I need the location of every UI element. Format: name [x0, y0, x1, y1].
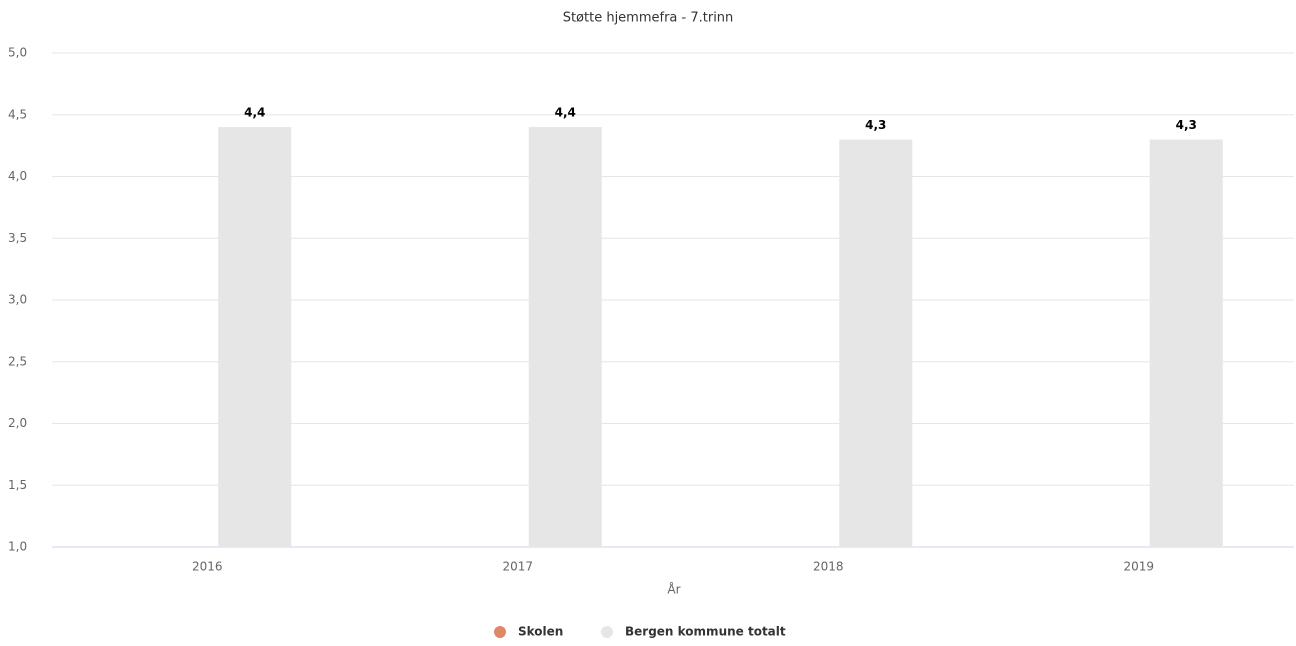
x-axis-label: År — [667, 582, 680, 597]
y-tick-label: 4,5 — [8, 107, 27, 121]
x-tick-label: 2017 — [502, 560, 533, 574]
legend-label: Skolen — [518, 625, 563, 639]
y-tick-label: 1,5 — [8, 478, 27, 492]
data-label: 4,3 — [1176, 118, 1197, 132]
bar — [528, 127, 602, 547]
legend-marker — [494, 626, 506, 638]
y-tick-label: 2,0 — [8, 416, 27, 430]
y-tick-label: 3,0 — [8, 293, 27, 307]
y-tick-label: 5,0 — [8, 46, 27, 60]
legend-marker — [601, 626, 613, 638]
data-label: 4,3 — [865, 118, 886, 132]
y-tick-label: 4,0 — [8, 169, 27, 183]
y-tick-label: 1,0 — [8, 540, 27, 554]
bar — [839, 139, 913, 547]
y-tick-label: 2,5 — [8, 354, 27, 368]
data-label: 4,4 — [244, 106, 265, 120]
bar — [1149, 139, 1223, 547]
y-tick-label: 3,5 — [8, 231, 27, 245]
legend-label: Bergen kommune totalt — [625, 625, 786, 639]
data-label: 4,4 — [555, 106, 576, 120]
x-tick-label: 2019 — [1123, 560, 1154, 574]
chart-title: Støtte hjemmefra - 7.trinn — [563, 11, 734, 26]
bar — [218, 127, 292, 547]
x-tick-label: 2018 — [813, 560, 844, 574]
x-tick-label: 2016 — [192, 560, 223, 574]
